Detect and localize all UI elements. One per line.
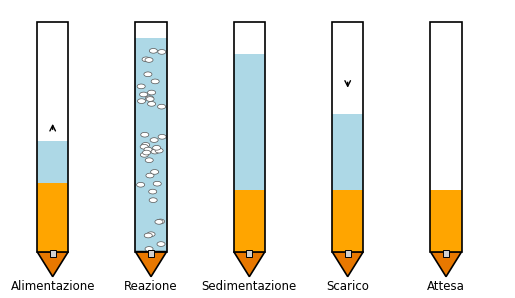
Bar — [332, 190, 363, 252]
Circle shape — [142, 57, 150, 62]
Circle shape — [143, 150, 150, 155]
Polygon shape — [135, 252, 167, 277]
Bar — [332, 22, 363, 252]
Circle shape — [145, 158, 153, 162]
Circle shape — [147, 90, 156, 95]
Bar — [431, 190, 461, 252]
Circle shape — [151, 170, 159, 174]
Bar — [443, 250, 449, 257]
Circle shape — [145, 247, 153, 251]
Bar — [49, 250, 56, 257]
Circle shape — [152, 145, 161, 150]
Bar — [37, 141, 68, 183]
Bar — [246, 250, 252, 257]
Circle shape — [140, 145, 148, 149]
Bar — [431, 190, 461, 252]
Circle shape — [147, 232, 155, 237]
Circle shape — [146, 96, 153, 100]
Circle shape — [140, 92, 148, 97]
Circle shape — [137, 84, 145, 89]
Circle shape — [149, 49, 158, 53]
Circle shape — [144, 147, 152, 152]
Circle shape — [158, 49, 166, 54]
Polygon shape — [37, 252, 68, 277]
Circle shape — [146, 173, 154, 178]
Bar — [345, 250, 351, 257]
Text: Attesa: Attesa — [427, 280, 465, 293]
Bar — [135, 38, 167, 252]
Bar — [234, 54, 265, 252]
Polygon shape — [431, 252, 461, 277]
Circle shape — [153, 181, 161, 186]
Polygon shape — [234, 252, 265, 277]
Bar — [148, 250, 154, 257]
Circle shape — [151, 149, 159, 154]
Circle shape — [146, 97, 154, 101]
Circle shape — [150, 138, 158, 142]
Circle shape — [141, 132, 149, 137]
Circle shape — [158, 104, 166, 109]
Bar — [234, 22, 265, 252]
Bar — [332, 114, 363, 252]
Circle shape — [157, 242, 165, 246]
Polygon shape — [332, 252, 363, 277]
Bar — [234, 190, 265, 252]
Circle shape — [141, 153, 148, 157]
Bar — [37, 183, 68, 252]
Text: Reazione: Reazione — [124, 280, 178, 293]
Circle shape — [144, 233, 152, 238]
Bar — [431, 22, 461, 252]
Circle shape — [155, 148, 163, 153]
Circle shape — [155, 220, 163, 224]
Circle shape — [144, 72, 152, 77]
Circle shape — [138, 99, 146, 103]
Circle shape — [148, 102, 156, 106]
Text: Alimentazione: Alimentazione — [10, 280, 95, 293]
Bar — [135, 22, 167, 252]
Circle shape — [149, 189, 157, 194]
Text: Sedimentazione: Sedimentazione — [202, 280, 297, 293]
Circle shape — [136, 182, 145, 187]
Bar — [37, 22, 68, 252]
Circle shape — [142, 142, 150, 147]
Circle shape — [158, 134, 166, 139]
Circle shape — [151, 79, 159, 84]
Circle shape — [145, 58, 153, 62]
Circle shape — [157, 219, 165, 224]
Circle shape — [149, 198, 157, 203]
Text: Scarico: Scarico — [327, 280, 369, 293]
